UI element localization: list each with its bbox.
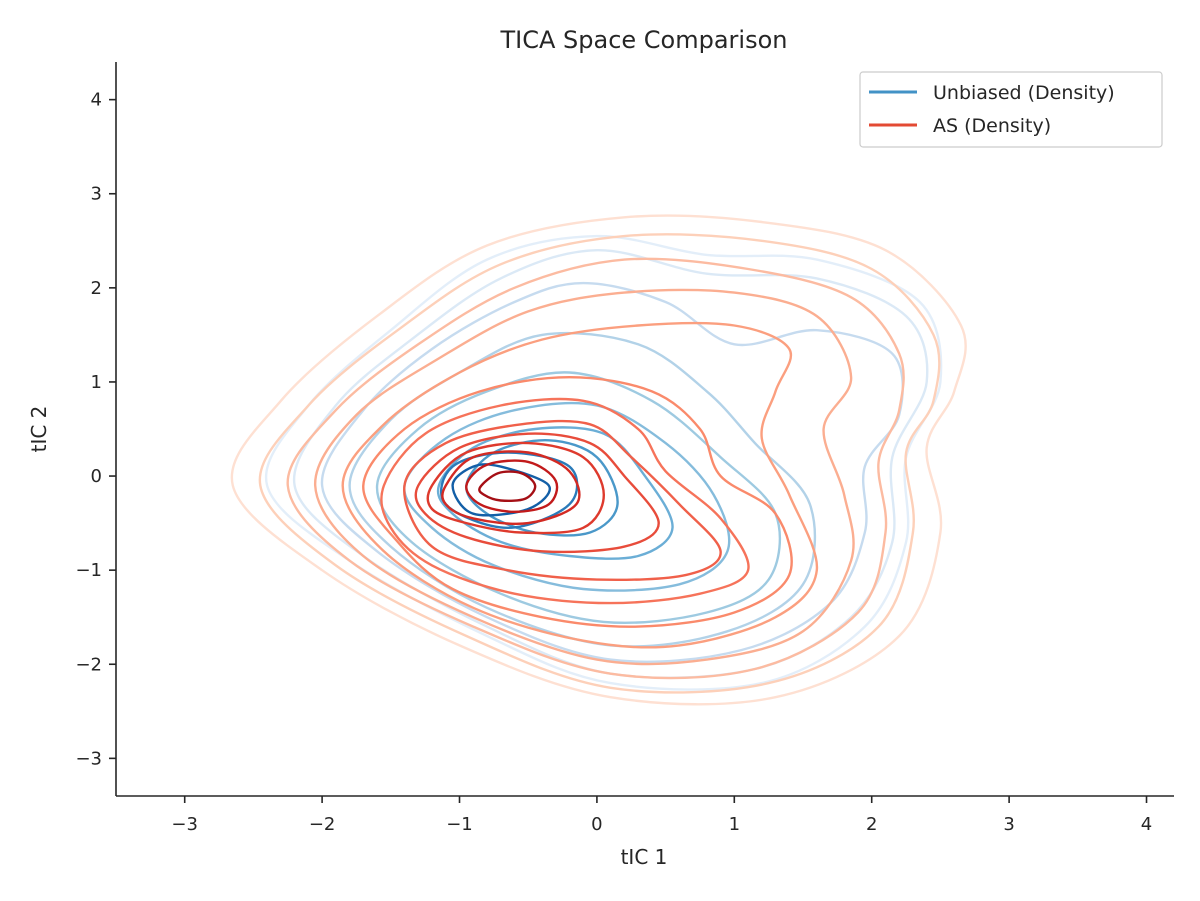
- y-axis-ticks: −3 −2 −1 0 1 2 3 4: [75, 90, 116, 769]
- chart-title: TICA Space Comparison: [499, 26, 787, 54]
- legend-label-as: AS (Density): [933, 115, 1051, 137]
- y-tick-label: 2: [91, 278, 102, 299]
- unbiased-contour-level-1: [264, 234, 943, 691]
- x-tick-label: 1: [729, 814, 740, 835]
- plot-area: [230, 214, 967, 706]
- as-contour-level-3: [286, 257, 905, 680]
- x-tick-label: −2: [309, 814, 336, 835]
- y-tick-label: 1: [91, 372, 102, 393]
- x-tick-label: 3: [1003, 814, 1014, 835]
- x-tick-label: −3: [171, 814, 198, 835]
- as-contour-level-7: [380, 397, 750, 605]
- unbiased-contour-level-7: [436, 426, 674, 560]
- x-tick-label: 0: [591, 814, 602, 835]
- y-tick-label: −2: [75, 654, 102, 675]
- y-axis-label: tIC 2: [27, 406, 51, 453]
- legend-box: [859, 71, 1163, 148]
- as-contour-level-2: [258, 233, 941, 694]
- as-contour-level-12: [465, 459, 559, 513]
- as-contour-level-9: [414, 432, 660, 554]
- x-axis-label: tIC 1: [621, 845, 668, 869]
- y-tick-label: 0: [91, 466, 102, 487]
- as-contour-level-11: [441, 450, 581, 526]
- y-tick-label: 3: [91, 184, 102, 205]
- x-tick-label: −1: [446, 814, 473, 835]
- as-contour-level-1: [230, 214, 967, 706]
- y-tick-label: −1: [75, 560, 102, 581]
- unbiased-contour-level-2: [292, 248, 929, 679]
- as-contour-level-4: [313, 288, 855, 666]
- legend: Unbiased (Density) AS (Density): [859, 71, 1163, 148]
- as-contour-level-6: [362, 376, 793, 628]
- x-tick-label: 2: [866, 814, 877, 835]
- as-contour-level-8: [403, 419, 722, 582]
- as-density-contours: [230, 214, 967, 706]
- unbiased-contour-level-8: [465, 439, 619, 537]
- x-axis-ticks: −3 −2 −1 0 1 2 3 4: [171, 796, 1152, 835]
- unbiased-contour-level-10: [451, 463, 551, 517]
- y-tick-label: −3: [75, 748, 102, 769]
- x-tick-label: 4: [1141, 814, 1152, 835]
- as-contour-level-10: [426, 441, 605, 535]
- unbiased-contour-level-6: [403, 401, 731, 592]
- as-contour-level-5: [341, 321, 819, 649]
- unbiased-contour-level-9: [439, 451, 579, 529]
- legend-label-unbiased: Unbiased (Density): [933, 82, 1115, 104]
- y-tick-label: 4: [91, 90, 102, 111]
- as-contour-level-13: [478, 470, 537, 503]
